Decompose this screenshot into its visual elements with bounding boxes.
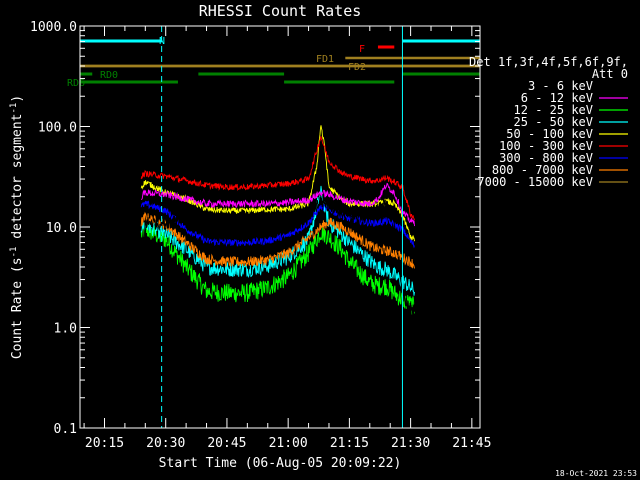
flag-label-rd0: RD0 [100, 70, 118, 81]
y-tick-label: 1000.0 [30, 20, 77, 35]
series-line-6-12 [141, 182, 415, 227]
series-line-25-50 [140, 185, 415, 296]
y-axis-label: Count Rate (s-1 detector segment-1) [9, 95, 25, 359]
x-tick-label: 20:30 [146, 436, 185, 451]
flag-label-fd1: FD1 [316, 54, 334, 65]
legend: Det 1f,3f,4f,5f,6f,9f, Att 0 3 - 6 keV6 … [469, 55, 628, 189]
legend-label-50-100: 50 - 100 keV [506, 127, 593, 141]
legend-label-7000-15000: 7000 - 15000 keV [477, 175, 593, 189]
legend-label-800-7000: 800 - 7000 keV [492, 163, 593, 177]
y-axis-label-start: Count Rate (s [10, 257, 25, 359]
series-line-3-6 [140, 195, 415, 315]
x-tick-label: 21:15 [330, 436, 369, 451]
x-tick-label: 20:15 [85, 436, 124, 451]
legend-label-25-50: 25 - 50 keV [514, 115, 593, 129]
y-axis-label-mid: detector segment [10, 114, 25, 247]
y-tick-label: 1.0 [54, 322, 77, 337]
series-group [80, 64, 480, 315]
chart-title: RHESSI Count Rates [199, 2, 362, 20]
x-axis-label: Start Time (06-Aug-05 20:09:22) [159, 456, 402, 471]
series-line-800-7000 [140, 211, 415, 269]
y-tick-label: 100.0 [38, 121, 77, 136]
y-axis-label-sup1: -1 [9, 247, 19, 258]
y-axis-label-sup2: -1 [9, 103, 19, 114]
legend-label-300-800: 300 - 800 keV [499, 151, 593, 165]
y-tick-label: 0.1 [54, 422, 77, 437]
y-tick-label: 10.0 [46, 221, 77, 236]
flag-label-rd6: RD6 [67, 78, 85, 89]
legend-label-3-6: 3 - 6 keV [528, 79, 593, 93]
series-line-300-800 [140, 200, 415, 249]
legend-label-12-25: 12 - 25 keV [514, 103, 593, 117]
x-tick-label: 21:00 [269, 436, 308, 451]
legend-label-6-12: 6 - 12 keV [521, 91, 593, 105]
flag-label-f: F [359, 44, 365, 55]
legend-header-detectors: Det 1f,3f,4f,5f,6f,9f, [469, 55, 628, 69]
y-axis-label-end: ) [10, 95, 25, 103]
legend-header-attenuator: Att 0 [592, 67, 628, 81]
flag-label-fd2: FD2 [348, 62, 366, 73]
x-tick-label: 21:30 [391, 436, 430, 451]
footer-date: 18-Oct-2021 23:53 [555, 469, 637, 478]
x-tick-label: 20:45 [207, 436, 246, 451]
axes: 0.1 1.0 10.0 100.0 1000.0 20:15 20:30 20:45 21:0… [30, 20, 491, 451]
x-tick-label: 21:45 [452, 436, 491, 451]
series-line-100-300 [140, 135, 415, 221]
legend-label-100-300: 100 - 300 keV [499, 139, 593, 153]
series-line-12-25 [140, 222, 415, 315]
